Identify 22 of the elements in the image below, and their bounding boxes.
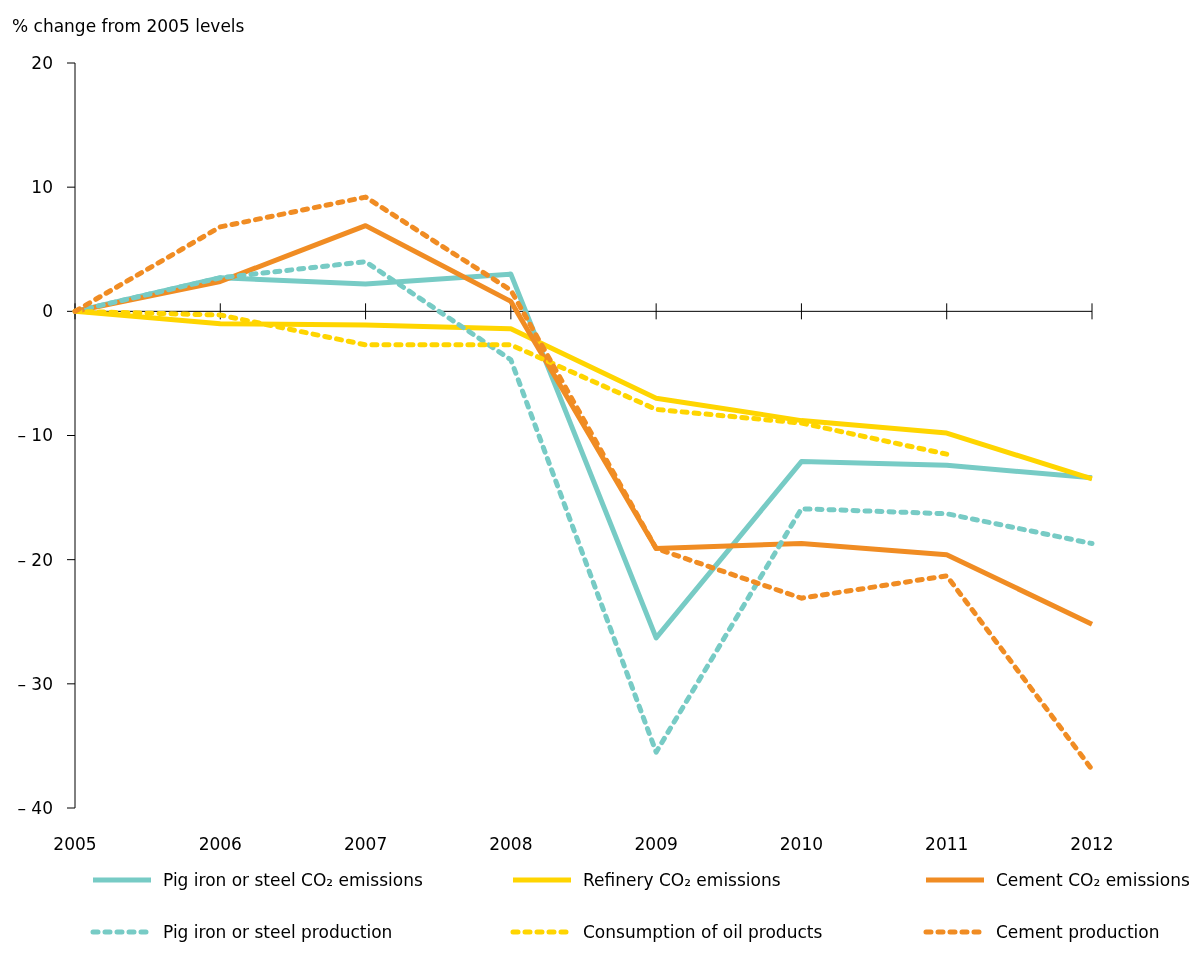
- y-axis-title: % change from 2005 levels: [12, 16, 245, 36]
- legend-label: Cement production: [996, 921, 1160, 942]
- legend-label: Consumption of oil products: [583, 921, 823, 942]
- x-tick-label: 2012: [1070, 834, 1114, 854]
- legend-label: Refinery CO₂ emissions: [583, 869, 781, 890]
- x-tick-label: 2008: [489, 834, 533, 854]
- legend-label: Pig iron or steel production: [163, 921, 393, 942]
- x-tick-label: 2007: [343, 834, 388, 854]
- y-tick-label: 0: [42, 301, 53, 322]
- y-tick-label: – 20: [17, 549, 53, 570]
- x-tick-label: 2005: [53, 834, 97, 854]
- y-tick-label: – 10: [17, 425, 53, 446]
- x-tick-label: 2010: [779, 834, 824, 854]
- x-tick-label: 2009: [634, 834, 678, 854]
- y-tick-label: – 30: [17, 673, 53, 694]
- x-tick-label: 2006: [198, 834, 242, 854]
- x-tick-label: 2011: [925, 834, 969, 854]
- y-tick-label: 10: [31, 177, 53, 198]
- legend-label: Pig iron or steel CO₂ emissions: [163, 869, 423, 890]
- y-tick-label: 20: [31, 52, 53, 73]
- legend-label: Cement CO₂ emissions: [996, 869, 1191, 890]
- y-tick-label: – 40: [17, 797, 53, 818]
